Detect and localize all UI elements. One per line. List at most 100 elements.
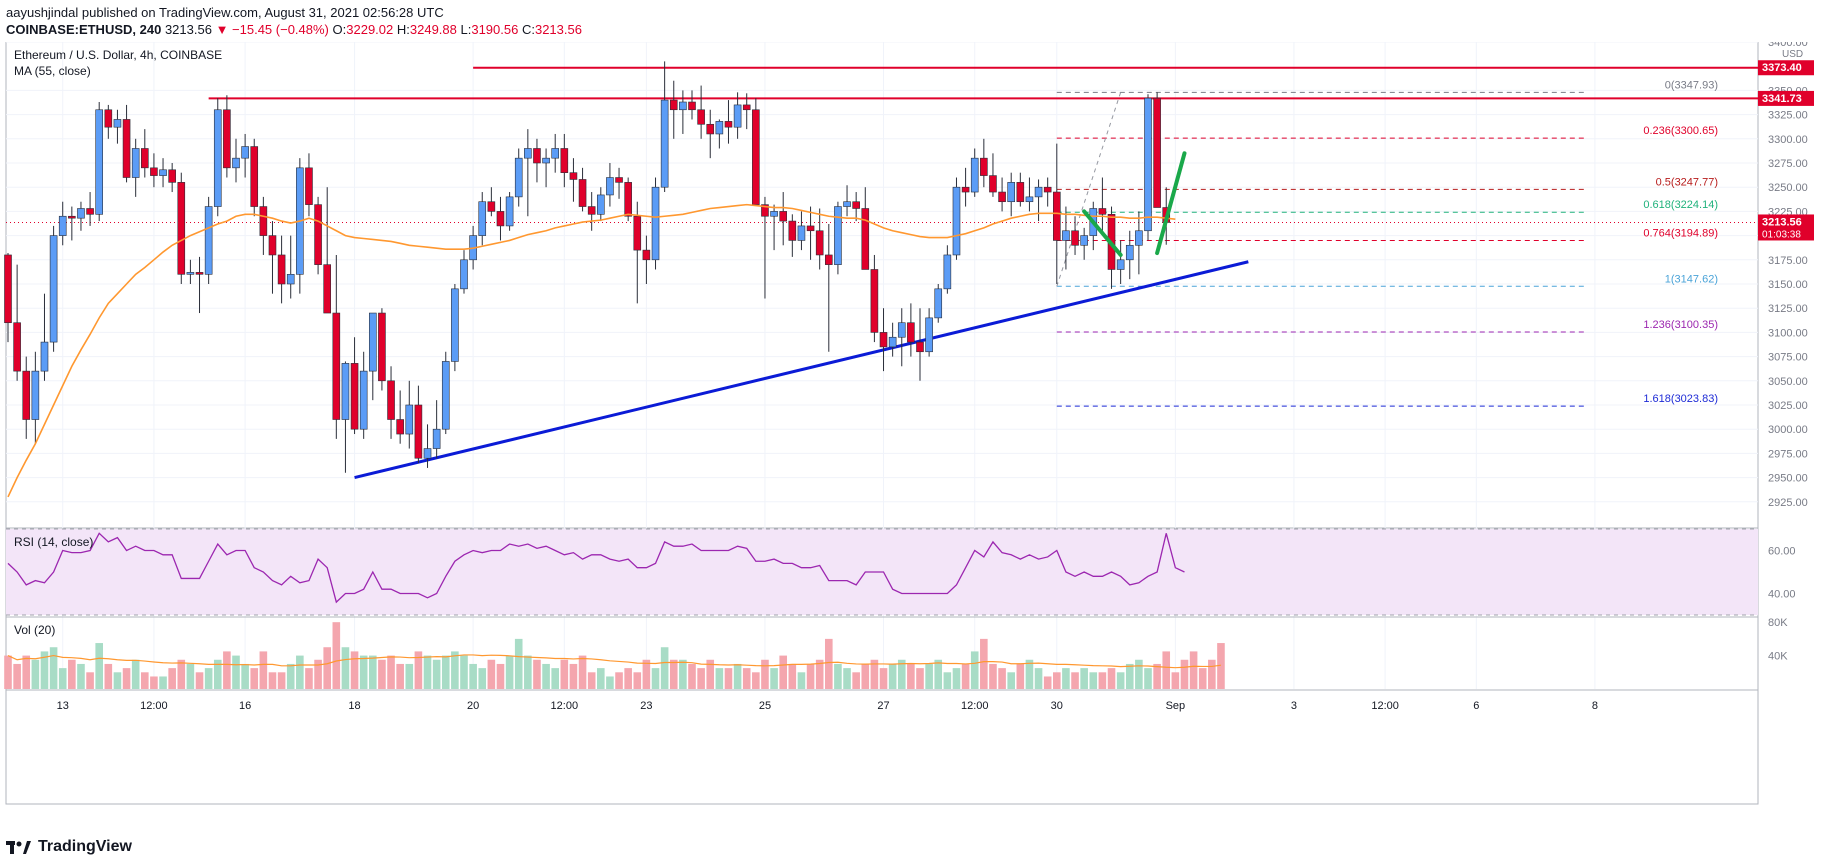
- volume-bar: [268, 672, 277, 689]
- volume-bar: [95, 643, 103, 689]
- time-axis[interactable]: 13 12:00 16 18 20 12:00 23 25 27 12:00 30 Sep 3 12:00…: [57, 700, 1598, 712]
- candle-body: [1153, 97, 1161, 208]
- volume-bar: [496, 663, 505, 689]
- volume-bar: [423, 655, 432, 689]
- candle-body: [1053, 191, 1061, 241]
- chart-area[interactable]: 2925.00 2950.00 2975.00 3000.00 3025.00 3050.…: [0, 42, 1828, 834]
- volume-bar: [451, 651, 459, 689]
- volume-bar: [961, 663, 970, 689]
- candle-body: [323, 264, 332, 314]
- candle-body: [1034, 186, 1043, 198]
- close-value: 3213.56: [534, 22, 582, 37]
- fib-level-label: 1.236(3100.35): [1643, 319, 1718, 331]
- volume-bar: [1125, 663, 1134, 689]
- candle-body: [752, 109, 760, 205]
- volume-bar: [597, 668, 605, 689]
- candle-body: [341, 363, 350, 420]
- candle-body: [569, 172, 578, 180]
- candle-body: [378, 312, 386, 382]
- publish-header: aayushjindal published on TradingView.co…: [6, 4, 582, 38]
- volume-bar: [1062, 668, 1070, 689]
- volume-bar: [113, 672, 122, 689]
- candle-body: [824, 254, 833, 265]
- candle-body: [633, 215, 642, 251]
- candle-body: [1016, 182, 1025, 203]
- candle-body: [314, 204, 322, 265]
- volume-bar: [505, 655, 514, 689]
- candle-body: [4, 254, 12, 324]
- volume-bar: [40, 651, 49, 689]
- volume-bar: [861, 663, 870, 689]
- candle-body: [13, 322, 21, 372]
- volume-bar: [1034, 668, 1043, 689]
- volume-bar: [177, 659, 186, 689]
- volume-bar: [916, 668, 924, 689]
- candle-body: [1135, 230, 1143, 246]
- candle-body: [423, 448, 432, 459]
- candle-body: [405, 404, 414, 435]
- candle-body: [122, 119, 131, 178]
- candle-body: [916, 341, 924, 353]
- candle-body: [688, 101, 696, 111]
- candle-body: [797, 225, 806, 241]
- candle-body: [213, 109, 222, 207]
- candle-body: [669, 99, 678, 111]
- volume-bar: [332, 622, 341, 689]
- volume-pane[interactable]: 40K 80K: [4, 617, 1788, 691]
- moving-average-line: [7, 203, 1176, 498]
- price-pane[interactable]: 2925.00 2950.00 2975.00 3000.00 3025.00 3050.…: [4, 42, 1815, 690]
- volume-bar: [13, 663, 21, 689]
- volume-bar: [888, 663, 897, 689]
- candle-body: [496, 211, 505, 227]
- volume-bar: [223, 651, 231, 689]
- price-tick-label: 2975.00: [1768, 448, 1808, 460]
- candle-body: [524, 148, 532, 159]
- volume-bar: [660, 647, 669, 689]
- candle-body: [907, 322, 915, 343]
- candle-body: [897, 322, 906, 338]
- candle-body: [742, 104, 751, 111]
- candle-body: [68, 215, 76, 219]
- chart-legend-title: Ethereum / U.S. Dollar, 4h, COINBASE: [14, 48, 222, 62]
- candle-body: [86, 208, 94, 215]
- volume-bar: [551, 668, 559, 689]
- volume-bar: [998, 668, 1006, 689]
- volume-bar: [1180, 659, 1189, 689]
- candle-body: [460, 259, 468, 290]
- candle-body: [350, 363, 359, 430]
- candle-body: [332, 312, 341, 420]
- candle-body: [268, 235, 277, 256]
- candle-body: [606, 177, 614, 196]
- volume-bar: [159, 676, 167, 689]
- candle-body: [560, 148, 569, 173]
- candle-body: [131, 148, 140, 178]
- volume-bar: [642, 659, 651, 689]
- candle-body: [578, 179, 587, 207]
- volume-bar: [204, 668, 213, 689]
- candle-body: [204, 206, 213, 275]
- candle-body: [104, 109, 113, 128]
- volume-bar: [241, 663, 249, 689]
- candle-body: [697, 109, 705, 125]
- volume-bar: [524, 655, 532, 689]
- price-tick-label: 3025.00: [1768, 400, 1808, 412]
- volume-bar: [1189, 651, 1198, 689]
- volume-bar: [533, 659, 541, 689]
- volume-bar: [514, 638, 523, 689]
- volume-bar: [606, 676, 614, 689]
- fib-level-label: 0.5(3247.77): [1656, 176, 1718, 188]
- volume-bar: [378, 659, 386, 689]
- price-tick-label: 3050.00: [1768, 376, 1808, 388]
- volume-bar: [943, 672, 952, 689]
- rsi-pane[interactable]: 40.00 60.00: [6, 528, 1796, 618]
- candle-body: [1116, 259, 1125, 270]
- price-tag: [1758, 60, 1814, 76]
- volume-bar: [323, 647, 331, 689]
- fib-trend-line: [1056, 92, 1122, 287]
- time-tick-label: 18: [348, 700, 360, 712]
- candle-body: [223, 109, 231, 169]
- candle-body: [1144, 97, 1152, 232]
- support-trendline: [354, 260, 1249, 480]
- time-tick-label: 23: [640, 700, 652, 712]
- rsi-tick-label: 40.00: [1768, 589, 1796, 601]
